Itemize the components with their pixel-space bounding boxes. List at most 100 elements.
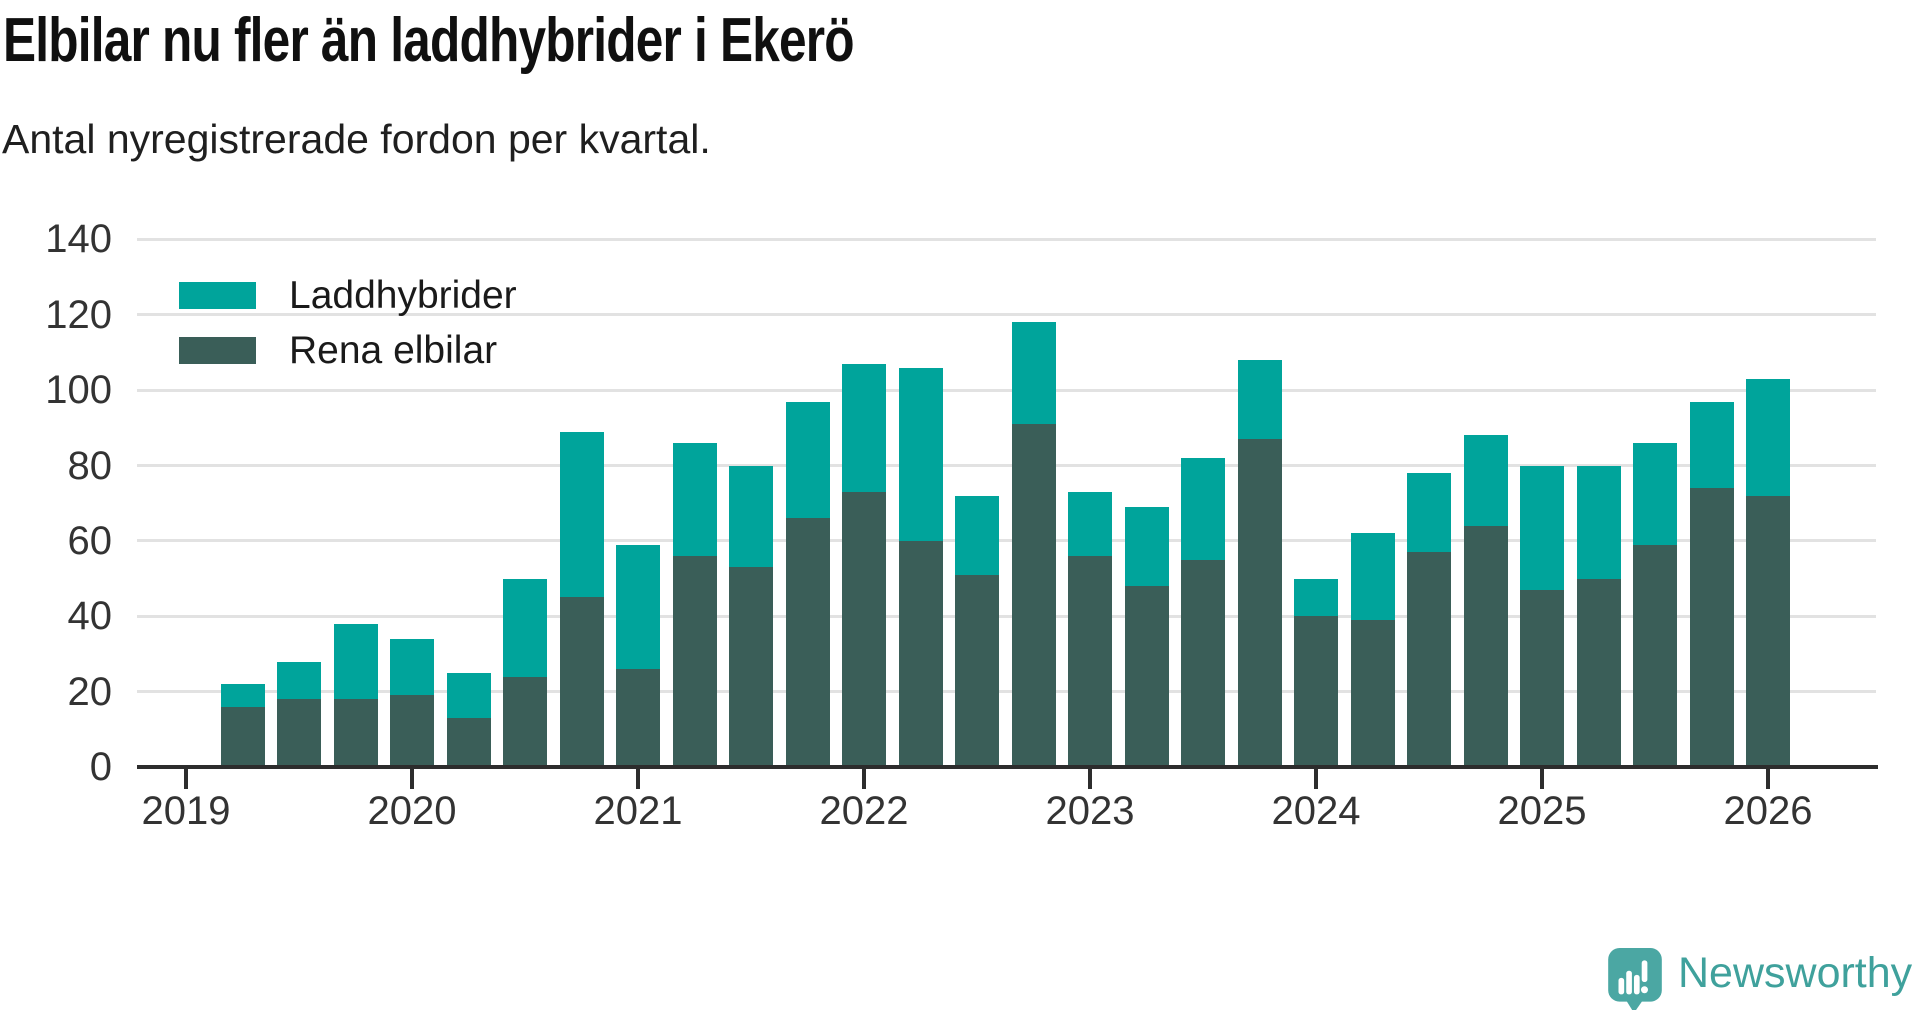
bar-2024-Q2-laddhybrider (1350, 533, 1395, 621)
x-axis-tick-2023 (1088, 769, 1092, 789)
bar-2024-Q2-rena-elbilar (1350, 620, 1395, 767)
bar-2025-Q3-laddhybrider (1633, 443, 1677, 545)
y-axis-label-80: 80 (67, 443, 113, 488)
x-axis-tick-2022 (862, 769, 866, 789)
bar-2022-Q4-rena-elbilar (1011, 424, 1056, 767)
x-axis-tick-2020 (410, 769, 414, 789)
y-axis-label-60: 60 (67, 518, 113, 563)
bar-2019-Q4-laddhybrider (333, 623, 378, 700)
bar-2025-Q3-rena-elbilar (1633, 544, 1677, 767)
bar-2022-Q1-laddhybrider (842, 363, 886, 492)
bar-2026-Q1-laddhybrider (1746, 378, 1790, 496)
bar-2020-Q4-laddhybrider (559, 431, 604, 598)
bar-2020-Q2-rena-elbilar (446, 718, 491, 767)
x-axis-label-2024: 2024 (1271, 789, 1361, 833)
bar-2019-Q4-rena-elbilar (333, 699, 378, 767)
y-axis-label-0: 0 (89, 745, 112, 789)
x-axis-label-2019: 2019 (141, 789, 231, 833)
legend-item-laddhybrider: Laddhybrider (179, 274, 517, 317)
brand-name: Newsworthy (1678, 949, 1913, 997)
bar-2026-Q1-rena-elbilar (1746, 495, 1790, 767)
bar-2024-Q1-laddhybrider (1294, 578, 1338, 617)
bar-2021-Q1-rena-elbilar (616, 669, 660, 767)
x-axis-tick-2019 (184, 769, 188, 789)
speech-bubble-bar-chart-icon (1608, 948, 1662, 1010)
gridline-20 (137, 690, 1876, 694)
y-axis-label-40: 40 (67, 594, 113, 639)
bar-2020-Q3-rena-elbilar (503, 676, 547, 767)
bar-2021-Q3-rena-elbilar (729, 567, 773, 767)
gridline-40 (137, 614, 1876, 618)
x-axis-tick-2026 (1766, 769, 1770, 789)
bar-2022-Q3-laddhybrider (955, 495, 999, 575)
x-axis-tick-2025 (1540, 769, 1544, 789)
bar-2020-Q3-laddhybrider (503, 578, 547, 677)
y-axis-label-20: 20 (67, 669, 113, 714)
bar-2023-Q3-laddhybrider (1181, 458, 1225, 560)
x-axis-tick-2024 (1314, 769, 1318, 789)
legend-swatch-rena-elbilar (179, 337, 256, 364)
chart-legend: Laddhybrider Rena elbilar (179, 274, 517, 392)
chart-subtitle: Antal nyregistrerade fordon per kvartal. (2, 116, 711, 162)
bar-2022-Q2-rena-elbilar (898, 540, 943, 767)
bar-2024-Q1-rena-elbilar (1294, 616, 1338, 767)
x-axis-tick-2021 (636, 769, 640, 789)
bar-2023-Q4-laddhybrider (1237, 360, 1282, 440)
bar-2021-Q1-laddhybrider (616, 544, 660, 669)
x-axis-label-2022: 2022 (819, 789, 909, 833)
bar-2023-Q3-rena-elbilar (1181, 559, 1225, 767)
legend-label-rena-elbilar: Rena elbilar (289, 328, 498, 372)
gridline-60 (137, 539, 1876, 543)
bar-2020-Q2-laddhybrider (446, 672, 491, 718)
gridline-80 (137, 464, 1876, 468)
bar-2019-Q3-rena-elbilar (277, 699, 321, 767)
bar-2021-Q2-rena-elbilar (672, 556, 717, 767)
bar-2023-Q1-laddhybrider (1068, 491, 1112, 556)
x-axis-label-2020: 2020 (367, 789, 457, 833)
newsworthy-brand: Newsworthy (1608, 948, 1912, 1010)
bar-2019-Q2-rena-elbilar (220, 706, 265, 767)
bar-2021-Q4-rena-elbilar (785, 518, 830, 767)
y-axis-label-100: 100 (45, 368, 112, 413)
legend-swatch-laddhybrider (179, 282, 256, 309)
bar-2019-Q2-laddhybrider (220, 684, 265, 707)
bar-2025-Q1-laddhybrider (1520, 465, 1564, 590)
chart-title: Elbilar nu fler än laddhybrider i Ekerö (3, 6, 855, 75)
legend-label-laddhybrider: Laddhybrider (289, 273, 517, 317)
legend-item-rena-elbilar: Rena elbilar (179, 329, 517, 372)
bar-2019-Q3-laddhybrider (277, 661, 321, 700)
bar-2023-Q2-rena-elbilar (1124, 586, 1169, 767)
bar-2023-Q2-laddhybrider (1124, 507, 1169, 587)
x-axis-label-2023: 2023 (1045, 789, 1135, 833)
y-axis-label-120: 120 (45, 292, 112, 337)
bar-2024-Q3-rena-elbilar (1407, 552, 1451, 767)
x-axis-label-2025: 2025 (1497, 789, 1587, 833)
bar-2025-Q4-rena-elbilar (1689, 488, 1734, 767)
bar-2020-Q1-rena-elbilar (390, 695, 434, 767)
gridline-120 (137, 313, 1876, 317)
bar-2021-Q4-laddhybrider (785, 401, 830, 519)
bar-2020-Q1-laddhybrider (390, 638, 434, 696)
bar-2023-Q4-rena-elbilar (1237, 439, 1282, 767)
bar-2024-Q4-rena-elbilar (1463, 525, 1508, 767)
x-axis-label-2026: 2026 (1723, 789, 1813, 833)
x-axis-label-2021: 2021 (593, 789, 683, 833)
bar-2022-Q4-laddhybrider (1011, 322, 1056, 425)
bar-2021-Q3-laddhybrider (729, 465, 773, 568)
bar-2025-Q1-rena-elbilar (1520, 589, 1564, 767)
bar-2024-Q3-laddhybrider (1407, 473, 1451, 553)
bar-2020-Q4-rena-elbilar (559, 597, 604, 767)
bar-2025-Q2-rena-elbilar (1576, 578, 1621, 767)
bar-2025-Q2-laddhybrider (1576, 465, 1621, 579)
bar-2022-Q2-laddhybrider (898, 367, 943, 541)
gridline-100 (137, 388, 1876, 392)
bar-2023-Q1-rena-elbilar (1068, 556, 1112, 767)
x-axis-line (137, 765, 1878, 769)
bar-2022-Q1-rena-elbilar (842, 491, 886, 767)
bar-2025-Q4-laddhybrider (1689, 401, 1734, 489)
y-axis-label-140: 140 (45, 217, 112, 262)
bar-2022-Q3-rena-elbilar (955, 574, 999, 767)
bar-2024-Q4-laddhybrider (1463, 435, 1508, 526)
gridline-140 (137, 238, 1876, 241)
